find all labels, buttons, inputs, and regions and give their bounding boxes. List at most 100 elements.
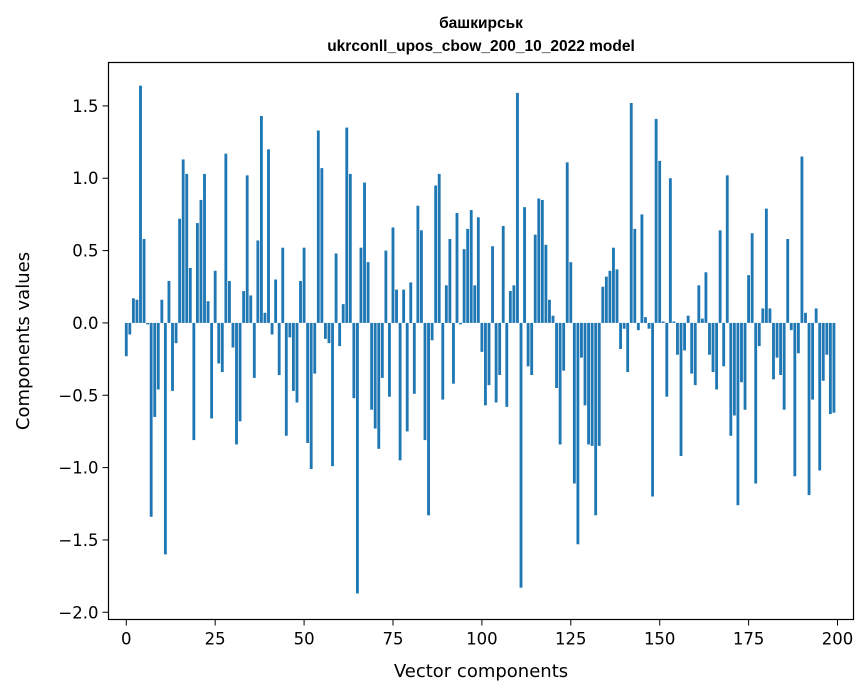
bar-165 (711, 322, 715, 373)
bar-87 (434, 185, 438, 323)
bar-155 (676, 322, 679, 355)
bar-13 (171, 322, 174, 391)
bar-89 (441, 322, 445, 400)
bar-153 (668, 178, 672, 323)
x-axis-ticks: 0 25 50 75 100 125 150 175 200 (121, 619, 854, 649)
bar-173 (740, 322, 743, 383)
bar-199 (832, 322, 836, 413)
bar-77 (398, 322, 402, 461)
bar-35 (249, 295, 253, 323)
bar-114 (530, 322, 534, 375)
bar-123 (562, 322, 566, 371)
bar-112 (523, 207, 526, 323)
bar-33 (242, 291, 246, 323)
bar-84 (423, 322, 427, 441)
bar-102 (487, 322, 491, 386)
bar-11 (163, 322, 167, 555)
bar-127 (576, 322, 580, 545)
bar-184 (779, 322, 783, 375)
y-tick-label: 0.0 (72, 314, 98, 333)
bar-139 (619, 322, 622, 349)
bar-136 (608, 270, 612, 323)
bar-10 (160, 299, 164, 323)
bar-65 (356, 322, 359, 594)
bar-143 (633, 228, 637, 323)
bar-57 (327, 322, 331, 344)
bar-133 (597, 322, 601, 446)
bar-14 (174, 322, 178, 344)
bar-115 (533, 234, 537, 323)
bar-132 (594, 322, 598, 516)
x-tick-label: 150 (644, 630, 676, 649)
bar-185 (782, 322, 786, 410)
bar-53 (313, 322, 317, 374)
y-axis-ticks: −2.0 −1.5 −1.0 −0.5 0.0 0.5 1.0 1.5 (58, 97, 109, 622)
bar-177 (754, 322, 758, 484)
bar-144 (636, 322, 640, 331)
y-tick-label: −1.5 (58, 531, 98, 550)
bar-71 (377, 322, 381, 449)
bar-129 (583, 322, 587, 406)
bar-30 (231, 322, 235, 348)
bar-151 (661, 321, 665, 323)
bar-169 (725, 175, 729, 323)
y-axis-label: Components values (13, 252, 34, 430)
bar-152 (665, 322, 669, 397)
bar-172 (736, 322, 740, 506)
bar-37 (256, 240, 260, 323)
bar-64 (352, 322, 356, 399)
bars-group (124, 85, 836, 594)
bar-99 (476, 217, 480, 323)
bar-186 (786, 239, 790, 323)
bar-148 (651, 322, 654, 497)
bar-59 (334, 253, 338, 323)
bar-170 (729, 322, 733, 436)
bar-15 (178, 218, 182, 323)
bar-194 (814, 308, 818, 323)
bar-178 (757, 322, 761, 347)
bar-0 (124, 322, 128, 357)
bar-42 (274, 279, 278, 323)
bar-197 (825, 322, 829, 355)
bar-122 (558, 322, 562, 445)
bar-76 (395, 289, 398, 323)
bar-126 (572, 322, 576, 484)
bar-52 (309, 322, 313, 470)
bar-66 (359, 247, 363, 323)
bar-156 (679, 322, 683, 457)
bar-27 (220, 322, 224, 373)
bar-104 (494, 322, 498, 403)
bar-135 (604, 276, 608, 323)
bar-192 (807, 322, 811, 496)
bar-54 (316, 130, 320, 323)
bar-16 (181, 159, 185, 323)
bar-49 (299, 280, 302, 323)
bar-56 (324, 322, 327, 339)
bar-118 (544, 244, 548, 323)
chart-title-line-1: башкирськ (439, 15, 523, 32)
bar-164 (708, 322, 711, 355)
bar-22 (203, 173, 206, 323)
bar-91 (448, 239, 452, 323)
bar-154 (672, 321, 676, 323)
bar-63 (348, 173, 352, 323)
bar-141 (626, 322, 630, 373)
bar-119 (548, 299, 551, 323)
x-tick-label: 200 (822, 630, 854, 649)
bar-48 (295, 322, 299, 403)
bar-105 (498, 322, 502, 375)
bar-182 (772, 322, 775, 380)
x-tick-label: 100 (466, 630, 498, 649)
bar-6 (146, 322, 150, 325)
bar-96 (466, 228, 470, 323)
bar-130 (587, 322, 590, 445)
bar-20 (195, 223, 199, 323)
y-tick-label: 0.5 (72, 242, 98, 261)
bar-166 (715, 322, 719, 390)
bar-26 (217, 322, 221, 364)
bar-5 (142, 239, 146, 323)
bar-193 (811, 322, 815, 400)
bar-198 (828, 322, 832, 415)
bar-124 (565, 162, 569, 323)
bar-161 (697, 285, 701, 323)
